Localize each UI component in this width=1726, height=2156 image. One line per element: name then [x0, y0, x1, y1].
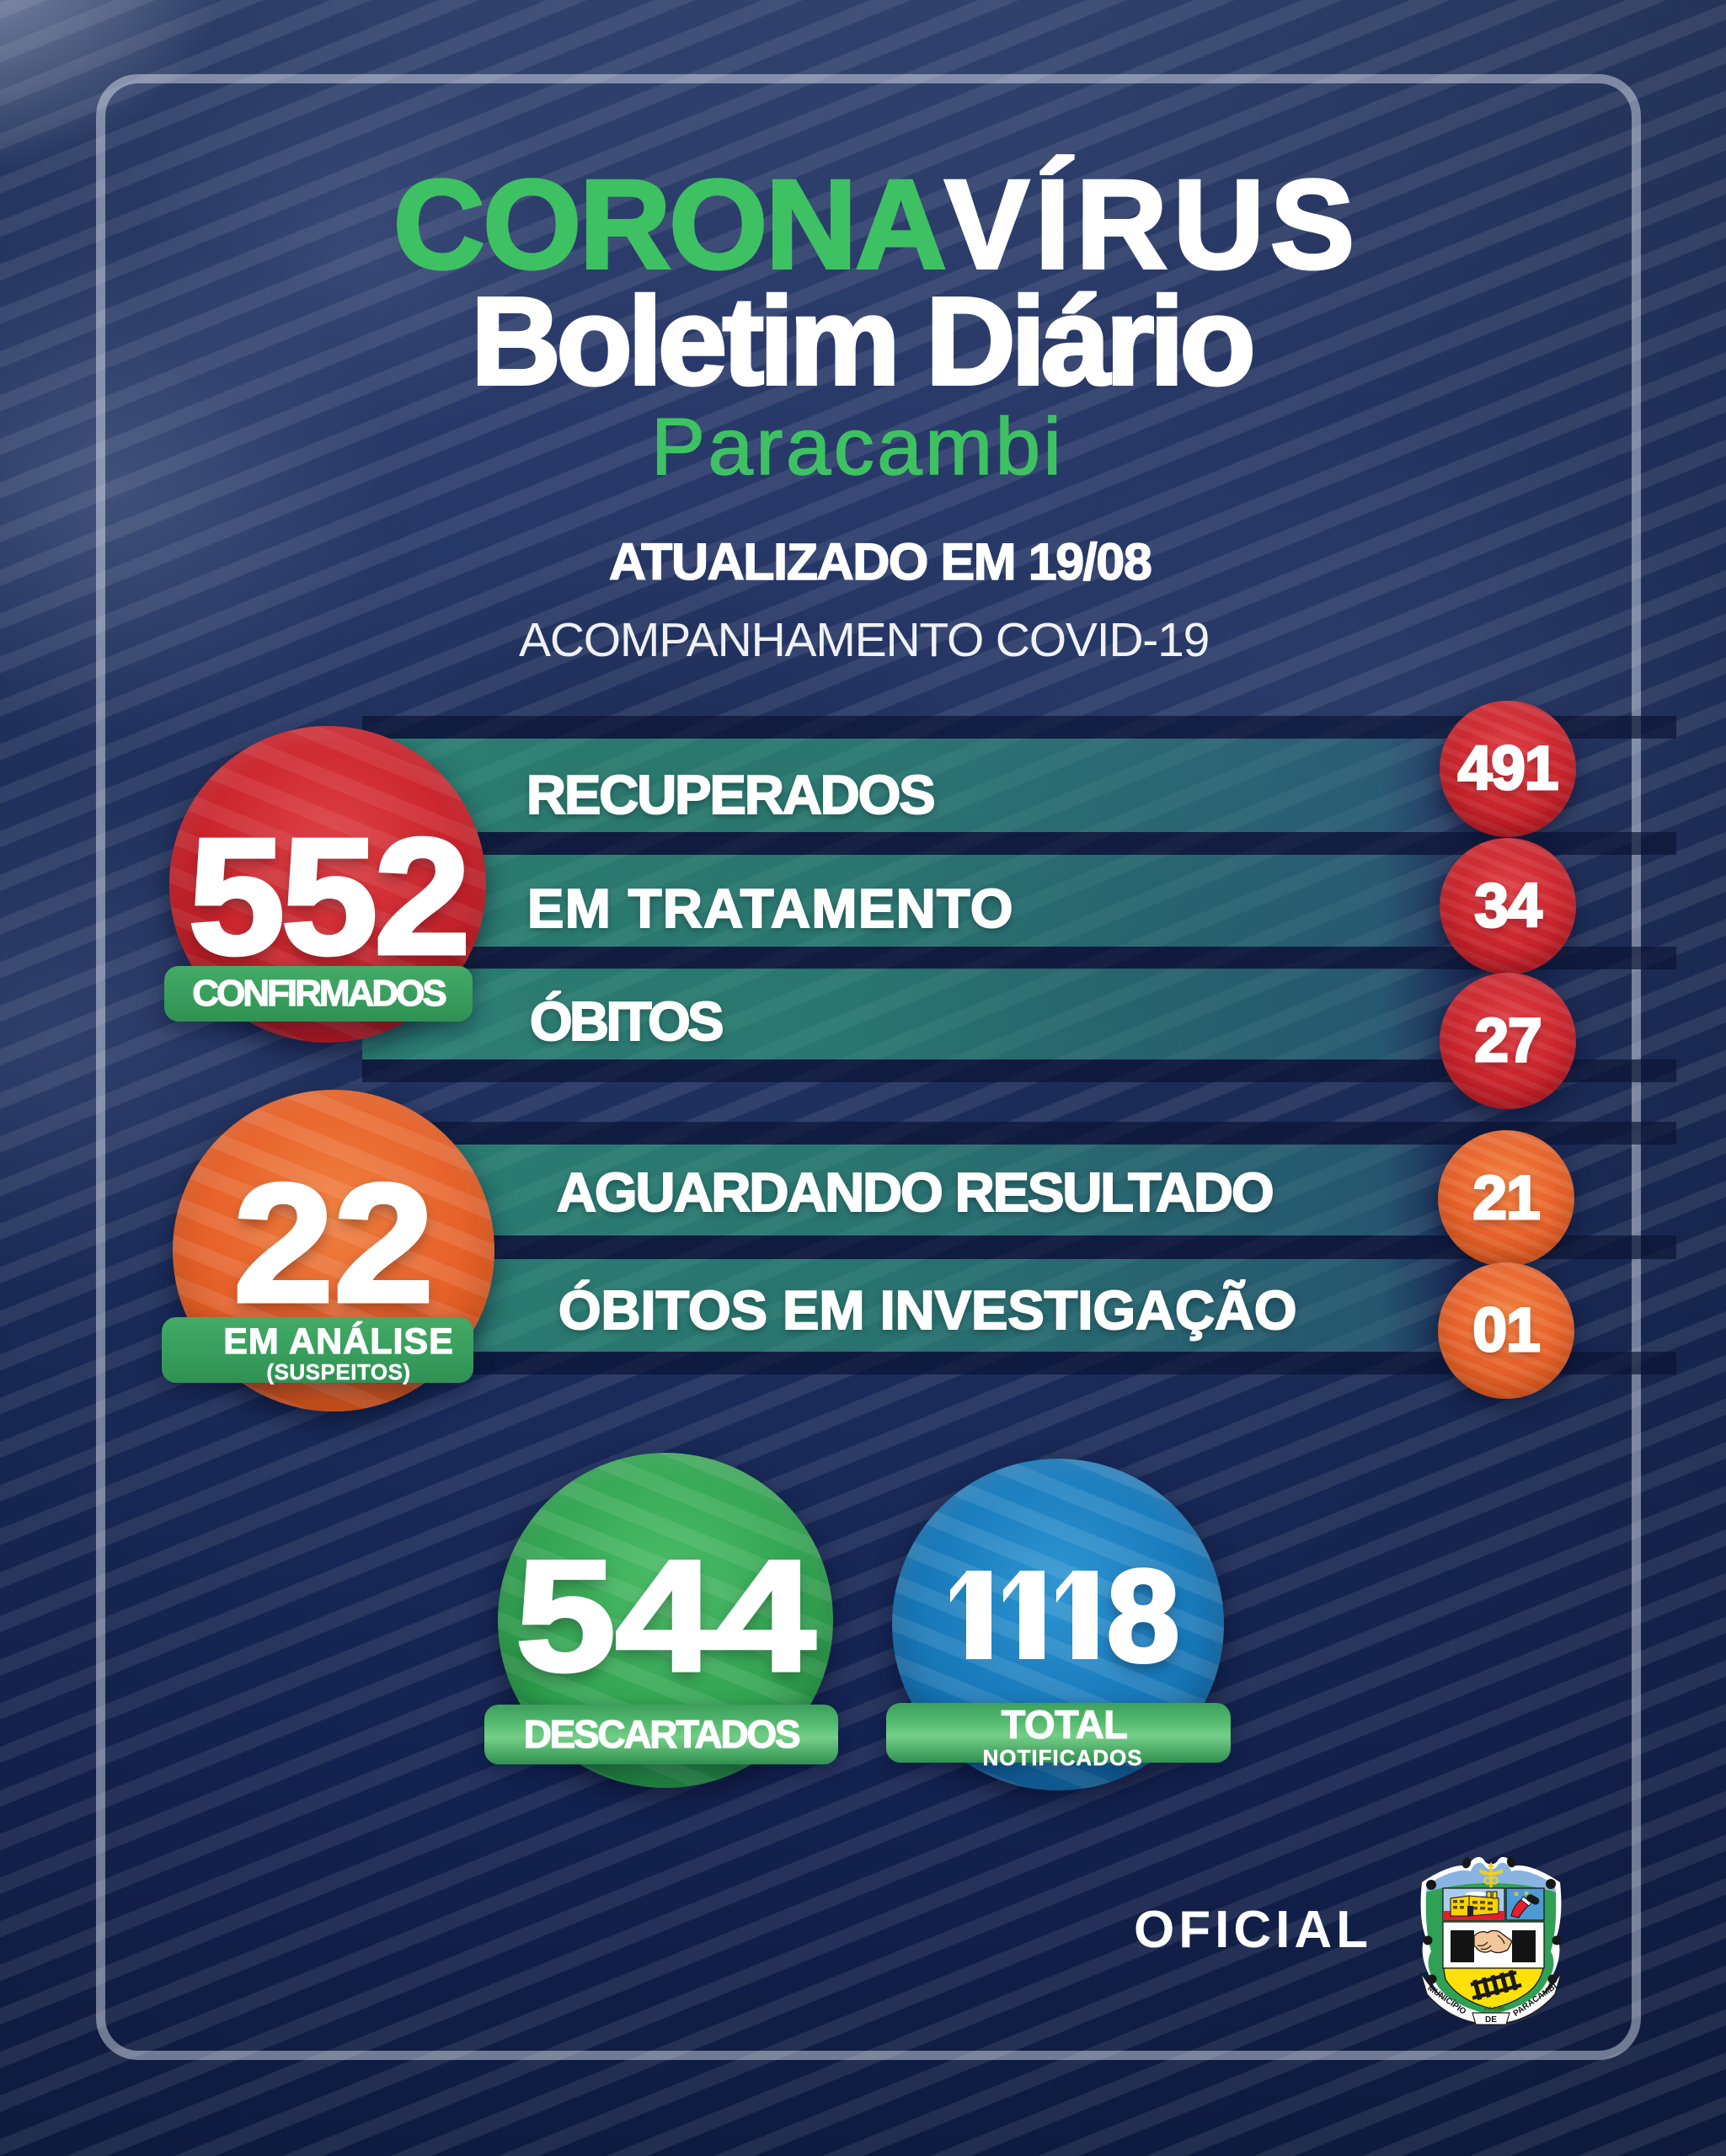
svg-text:DE: DE: [1485, 2015, 1497, 2025]
svg-text:8-8-1960: 8-8-1960: [1484, 2007, 1505, 2012]
